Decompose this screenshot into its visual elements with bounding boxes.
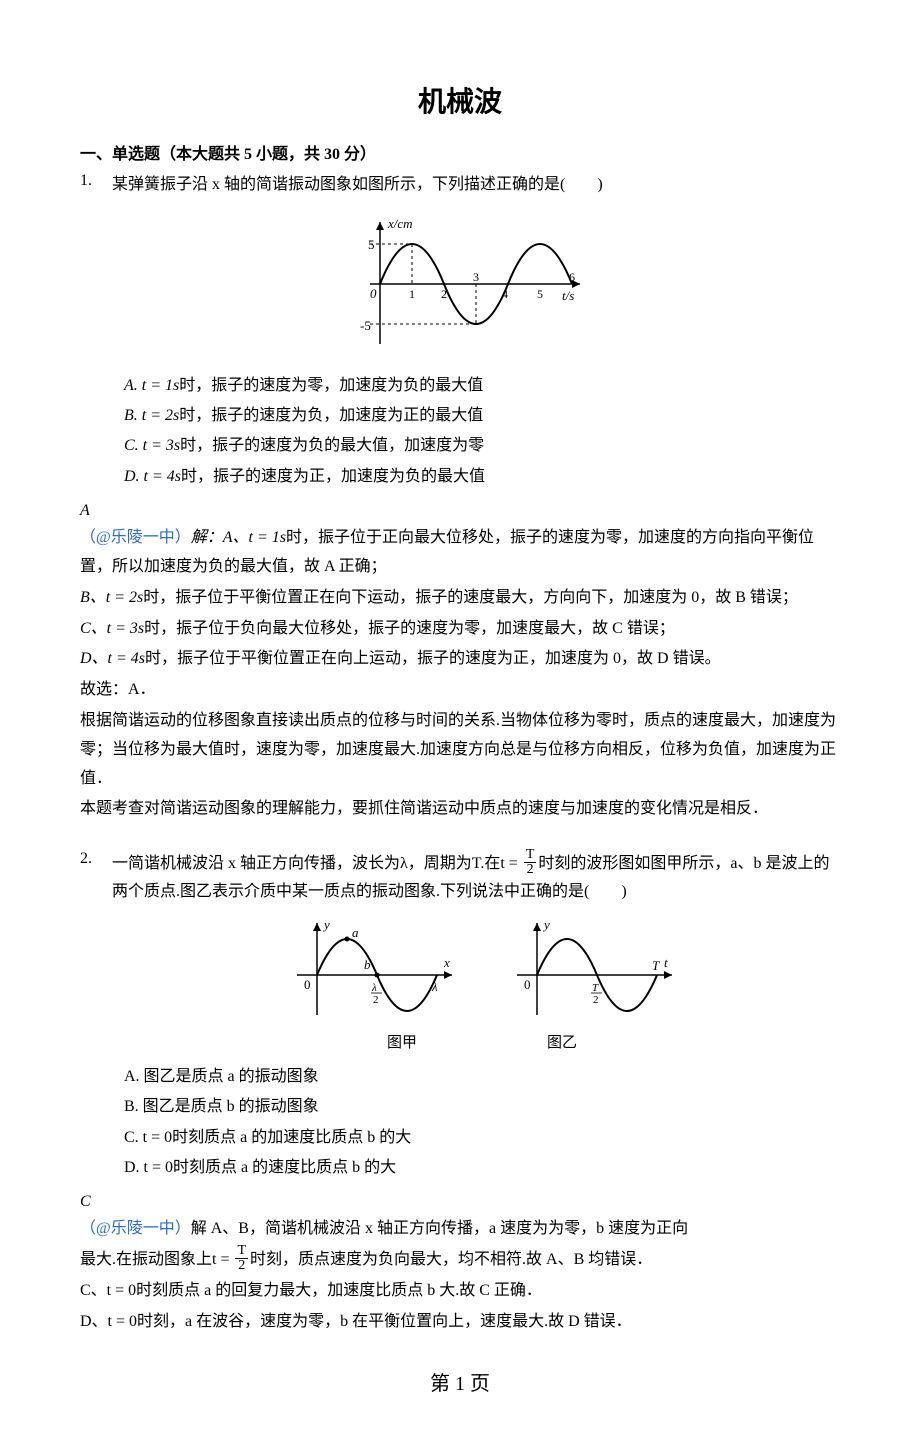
caption-left: 图甲 [387,1031,417,1052]
svg-text:T: T [652,958,660,973]
caption-right: 图乙 [547,1031,577,1052]
q2-number: 2. [80,850,100,868]
svg-text:2: 2 [373,994,379,1006]
svg-text:6: 6 [569,270,575,284]
q2-figures: y x 0 a b λ 2 λ y t 0 T 2 T [124,915,840,1025]
question-1: 1. 某弹簧振子沿 x 轴的简谐振动图象如图所示，下列描述正确的是( ) x/c… [80,172,840,492]
svg-text:1: 1 [409,287,415,301]
y-axis-label: x/cm [387,216,413,231]
svg-text:0: 0 [304,977,311,992]
q1-number: 1. [80,172,100,190]
y-tick-neg5: -5 [360,318,371,333]
q1-option-b: B. t = 2s时，振子的速度为负，加速度为正的最大值 [124,401,840,431]
svg-text:2: 2 [441,287,447,301]
q1-figure: x/cm t/s 5 -5 0 1 2 3 4 5 6 [80,214,840,359]
svg-text:λ: λ [371,982,377,994]
q2-options: A. 图乙是质点 a 的振动图象 B. 图乙是质点 b 的振动图象 C. t =… [124,1062,840,1184]
q2-option-b: B. 图乙是质点 b 的振动图象 [124,1092,840,1122]
q1-option-a: A. t = 1s时，振子的速度为零，加速度为负的最大值 [124,371,840,401]
svg-text:y: y [322,917,330,932]
q1-option-c: C. t = 3s时，振子的速度为负的最大值，加速度为零 [124,431,840,461]
svg-text:0: 0 [524,977,531,992]
q2-option-a: A. 图乙是质点 a 的振动图象 [124,1062,840,1092]
svg-text:x: x [443,955,450,970]
svg-text:y: y [542,917,550,932]
q2-answer: C [80,1193,840,1211]
page-title: 机械波 [80,80,840,120]
q2-figure-captions: 图甲 图乙 [124,1031,840,1052]
q2-option-c: C. t = 0时刻质点 a 的加速度比质点 b 的大 [124,1123,840,1153]
q1-explanation: （@乐陵一中）解：A、t = 1s时，振子位于正向最大位移处，振子的速度为零，加… [80,524,840,824]
svg-text:2: 2 [593,994,599,1006]
svg-text:3: 3 [473,270,479,284]
question-2: 2. 一简谐机械波沿 x 轴正方向传播，波长为λ，周期为T.在t = T2时刻的… [80,850,840,1183]
q2-stem: 一简谐机械波沿 x 轴正方向传播，波长为λ，周期为T.在t = T2时刻的波形图… [112,850,840,905]
source-tag-2: （@乐陵一中） [80,1220,191,1237]
q1-chart-svg: x/cm t/s 5 -5 0 1 2 3 4 5 6 [330,214,590,354]
source-tag: （@乐陵一中） [80,529,191,546]
q1-options: A. t = 1s时，振子的速度为零，加速度为负的最大值 B. t = 2s时，… [124,371,840,493]
svg-text:a: a [352,925,359,940]
svg-text:4: 4 [502,287,508,301]
q2-option-d: D. t = 0时刻质点 a 的速度比质点 b 的大 [124,1153,840,1183]
q2-chart-right: y t 0 T 2 T [502,915,682,1025]
svg-text:5: 5 [537,287,543,301]
page-footer: 第 1 页 [80,1367,840,1396]
q2-explanation: （@乐陵一中）解 A、B，简谐机械波沿 x 轴正方向传播，a 速度为为零，b 速… [80,1215,840,1336]
x-axis-label: t/s [562,288,574,303]
q2-chart-left: y x 0 a b λ 2 λ [282,915,462,1025]
svg-text:t: t [664,955,668,970]
section-heading: 一、单选题（本大题共 5 小题，共 30 分） [80,140,840,164]
q1-answer: A [80,502,840,520]
svg-text:λ: λ [431,979,438,994]
q1-stem: 某弹簧振子沿 x 轴的简谐振动图象如图所示，下列描述正确的是( ) [112,172,840,198]
svg-text:b: b [364,957,371,972]
svg-text:T: T [592,982,599,994]
origin-label: 0 [370,286,377,301]
q1-option-d: D. t = 4s时，振子的速度为正，加速度为负的最大值 [124,462,840,492]
